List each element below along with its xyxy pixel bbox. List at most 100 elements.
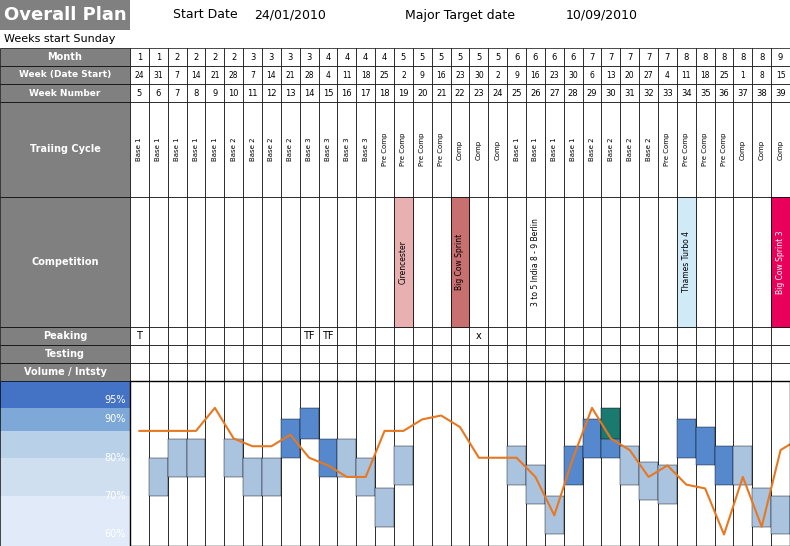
Text: 28: 28 [304,70,314,80]
Bar [299,66,318,84]
Bar [149,381,167,546]
Bar [469,363,488,381]
Bar [771,327,790,345]
Text: 2: 2 [213,52,217,62]
Text: Big Cow Sprint: Big Cow Sprint [456,234,465,290]
Bar [356,327,375,345]
Text: 14: 14 [304,88,314,98]
Text: 15: 15 [776,70,785,80]
Bar [507,48,526,66]
Bar [488,84,507,102]
Text: 8: 8 [702,52,708,62]
Bar [130,0,790,30]
Text: Pre Comp: Pre Comp [702,133,708,166]
Text: Pre Comp: Pre Comp [721,133,727,166]
Text: 7: 7 [589,52,595,62]
Bar [526,66,545,84]
Bar [564,84,582,102]
Text: 23: 23 [455,70,465,80]
Text: 36: 36 [719,88,729,98]
Bar [752,66,771,84]
Text: 80%: 80% [104,453,126,463]
Bar [752,327,771,345]
Bar [526,363,545,381]
Text: 5: 5 [419,52,425,62]
Bar [620,197,639,327]
Bar [715,446,733,485]
Bar [677,363,696,381]
Bar [130,48,149,66]
Bar [564,446,582,485]
Bar [469,345,488,363]
Bar [224,363,243,381]
Bar [450,197,469,327]
Bar [186,345,205,363]
Text: 60%: 60% [104,530,126,539]
Bar [431,381,450,546]
Text: 6: 6 [156,88,161,98]
Bar [620,84,639,102]
Bar [243,345,262,363]
Bar [564,102,582,197]
Bar [601,408,620,438]
Bar [356,197,375,327]
Text: Comp: Comp [495,139,501,159]
Bar [545,327,564,345]
Bar [696,66,715,84]
Text: Base 1: Base 1 [514,138,520,161]
Text: Base 2: Base 2 [250,138,256,161]
Bar [318,438,337,477]
Bar [299,408,318,438]
Bar [507,327,526,345]
Bar [337,327,356,345]
Bar [677,197,696,327]
Text: Comp: Comp [740,139,746,159]
Bar [262,102,281,197]
Text: 7: 7 [646,52,651,62]
Bar [771,48,790,66]
Text: 5: 5 [401,52,406,62]
Bar [0,84,130,102]
Text: Base 1: Base 1 [212,138,218,161]
Bar [639,345,658,363]
Bar [733,446,752,485]
Bar [488,197,507,327]
Bar [526,465,545,504]
Bar [696,345,715,363]
Bar [639,327,658,345]
Text: 38: 38 [756,88,767,98]
Text: Base 1: Base 1 [570,138,576,161]
Bar [205,66,224,84]
Bar [186,438,205,477]
Text: Base 2: Base 2 [231,138,237,161]
Text: 31: 31 [153,70,163,80]
Bar [262,197,281,327]
Bar [771,84,790,102]
Text: Comp: Comp [476,139,482,159]
Bar [582,66,601,84]
Text: 18: 18 [701,70,710,80]
Text: Comp: Comp [777,139,784,159]
Bar [507,84,526,102]
Bar [186,381,205,546]
Text: 39: 39 [775,88,786,98]
Text: 15: 15 [323,88,333,98]
Bar [488,66,507,84]
Text: 2: 2 [194,52,198,62]
Bar [243,84,262,102]
Bar [205,197,224,327]
Bar [413,363,431,381]
Bar [375,84,394,102]
Bar [413,327,431,345]
Bar [318,84,337,102]
Bar [0,381,130,408]
Bar [431,48,450,66]
Bar [545,197,564,327]
Text: 29: 29 [587,88,597,98]
Bar [224,381,243,546]
Bar [564,363,582,381]
Text: 2: 2 [401,70,406,80]
Text: Base 2: Base 2 [288,138,293,161]
Text: 31: 31 [624,88,635,98]
Bar [375,48,394,66]
